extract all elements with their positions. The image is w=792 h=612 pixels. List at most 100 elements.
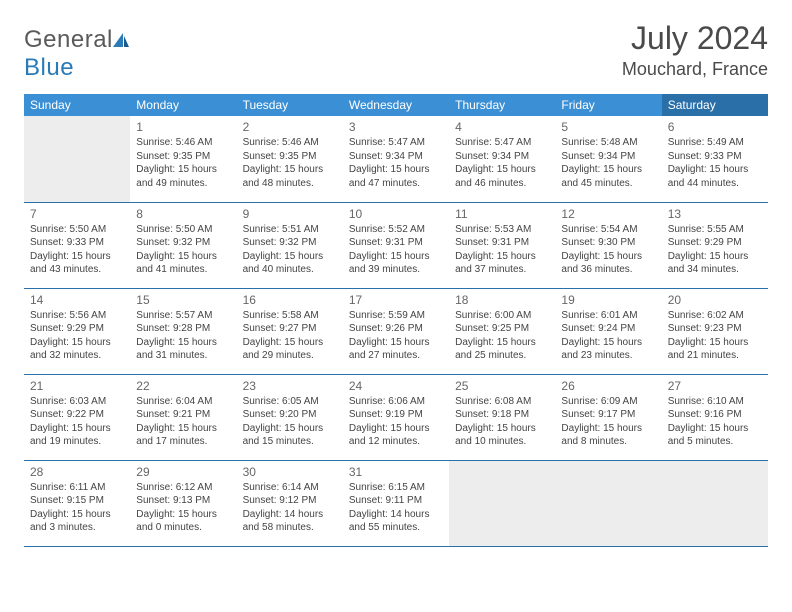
month-title: July 2024 (622, 20, 768, 57)
day-number: 30 (243, 464, 337, 480)
day-number: 11 (455, 206, 549, 222)
calendar-day: 9Sunrise: 5:51 AMSunset: 9:32 PMDaylight… (237, 202, 343, 288)
day-number: 9 (243, 206, 337, 222)
day-header: Monday (130, 94, 236, 116)
sunrise-line: Sunrise: 5:46 AM (243, 136, 337, 150)
sunrise-line: Sunrise: 5:57 AM (136, 309, 230, 323)
sunrise-line: Sunrise: 6:06 AM (349, 395, 443, 409)
calendar-day: 1Sunrise: 5:46 AMSunset: 9:35 PMDaylight… (130, 116, 236, 202)
sunrise-line: Sunrise: 6:11 AM (30, 481, 124, 495)
calendar-day: 29Sunrise: 6:12 AMSunset: 9:13 PMDayligh… (130, 460, 236, 546)
sunrise-line: Sunrise: 5:48 AM (561, 136, 655, 150)
calendar-day: 3Sunrise: 5:47 AMSunset: 9:34 PMDaylight… (343, 116, 449, 202)
daylight-line: Daylight: 15 hours and 15 minutes. (243, 422, 337, 449)
calendar-week: 14Sunrise: 5:56 AMSunset: 9:29 PMDayligh… (24, 288, 768, 374)
sunrise-line: Sunrise: 5:50 AM (136, 223, 230, 237)
daylight-line: Daylight: 15 hours and 49 minutes. (136, 163, 230, 190)
sunrise-line: Sunrise: 6:05 AM (243, 395, 337, 409)
sunset-line: Sunset: 9:33 PM (30, 236, 124, 250)
day-number: 28 (30, 464, 124, 480)
daylight-line: Daylight: 15 hours and 10 minutes. (455, 422, 549, 449)
calendar-empty (662, 460, 768, 546)
day-number: 27 (668, 378, 762, 394)
daylight-line: Daylight: 15 hours and 37 minutes. (455, 250, 549, 277)
calendar-day: 22Sunrise: 6:04 AMSunset: 9:21 PMDayligh… (130, 374, 236, 460)
sunset-line: Sunset: 9:29 PM (30, 322, 124, 336)
sunset-line: Sunset: 9:24 PM (561, 322, 655, 336)
daylight-line: Daylight: 15 hours and 39 minutes. (349, 250, 443, 277)
sunset-line: Sunset: 9:35 PM (243, 150, 337, 164)
sunset-line: Sunset: 9:21 PM (136, 408, 230, 422)
calendar-head: SundayMondayTuesdayWednesdayThursdayFrid… (24, 94, 768, 116)
day-number: 15 (136, 292, 230, 308)
brand-part1: General (24, 26, 113, 53)
daylight-line: Daylight: 15 hours and 0 minutes. (136, 508, 230, 535)
day-number: 23 (243, 378, 337, 394)
sunset-line: Sunset: 9:12 PM (243, 494, 337, 508)
day-number: 21 (30, 378, 124, 394)
calendar-day: 30Sunrise: 6:14 AMSunset: 9:12 PMDayligh… (237, 460, 343, 546)
calendar-day: 5Sunrise: 5:48 AMSunset: 9:34 PMDaylight… (555, 116, 661, 202)
sail-icon (113, 33, 129, 47)
sunrise-line: Sunrise: 5:54 AM (561, 223, 655, 237)
sunset-line: Sunset: 9:17 PM (561, 408, 655, 422)
daylight-line: Daylight: 15 hours and 5 minutes. (668, 422, 762, 449)
calendar-day: 19Sunrise: 6:01 AMSunset: 9:24 PMDayligh… (555, 288, 661, 374)
sunset-line: Sunset: 9:11 PM (349, 494, 443, 508)
daylight-line: Daylight: 15 hours and 31 minutes. (136, 336, 230, 363)
sunset-line: Sunset: 9:20 PM (243, 408, 337, 422)
sunrise-line: Sunrise: 6:01 AM (561, 309, 655, 323)
day-number: 18 (455, 292, 549, 308)
daylight-line: Daylight: 15 hours and 46 minutes. (455, 163, 549, 190)
sunrise-line: Sunrise: 6:14 AM (243, 481, 337, 495)
day-number: 7 (30, 206, 124, 222)
calendar-day: 24Sunrise: 6:06 AMSunset: 9:19 PMDayligh… (343, 374, 449, 460)
day-number: 31 (349, 464, 443, 480)
daylight-line: Daylight: 15 hours and 43 minutes. (30, 250, 124, 277)
brand-part2: Blue (24, 54, 74, 81)
sunset-line: Sunset: 9:16 PM (668, 408, 762, 422)
calendar-table: SundayMondayTuesdayWednesdayThursdayFrid… (24, 94, 768, 547)
daylight-line: Daylight: 15 hours and 47 minutes. (349, 163, 443, 190)
day-number: 6 (668, 119, 762, 135)
daylight-line: Daylight: 15 hours and 48 minutes. (243, 163, 337, 190)
daylight-line: Daylight: 15 hours and 3 minutes. (30, 508, 124, 535)
daylight-line: Daylight: 15 hours and 19 minutes. (30, 422, 124, 449)
calendar-body: 1Sunrise: 5:46 AMSunset: 9:35 PMDaylight… (24, 116, 768, 546)
day-header: Tuesday (237, 94, 343, 116)
calendar-week: 28Sunrise: 6:11 AMSunset: 9:15 PMDayligh… (24, 460, 768, 546)
day-number: 25 (455, 378, 549, 394)
day-header: Saturday (662, 94, 768, 116)
page-header: GeneralBlue July 2024 Mouchard, France (24, 20, 768, 82)
calendar-day: 16Sunrise: 5:58 AMSunset: 9:27 PMDayligh… (237, 288, 343, 374)
day-number: 20 (668, 292, 762, 308)
day-number: 1 (136, 119, 230, 135)
sunrise-line: Sunrise: 6:15 AM (349, 481, 443, 495)
sunrise-line: Sunrise: 6:02 AM (668, 309, 762, 323)
day-number: 26 (561, 378, 655, 394)
daylight-line: Daylight: 15 hours and 32 minutes. (30, 336, 124, 363)
calendar-day: 26Sunrise: 6:09 AMSunset: 9:17 PMDayligh… (555, 374, 661, 460)
daylight-line: Daylight: 15 hours and 17 minutes. (136, 422, 230, 449)
daylight-line: Daylight: 15 hours and 8 minutes. (561, 422, 655, 449)
calendar-day: 13Sunrise: 5:55 AMSunset: 9:29 PMDayligh… (662, 202, 768, 288)
calendar-day: 20Sunrise: 6:02 AMSunset: 9:23 PMDayligh… (662, 288, 768, 374)
calendar-day: 11Sunrise: 5:53 AMSunset: 9:31 PMDayligh… (449, 202, 555, 288)
sunset-line: Sunset: 9:35 PM (136, 150, 230, 164)
calendar-day: 15Sunrise: 5:57 AMSunset: 9:28 PMDayligh… (130, 288, 236, 374)
calendar-day: 7Sunrise: 5:50 AMSunset: 9:33 PMDaylight… (24, 202, 130, 288)
calendar-day: 8Sunrise: 5:50 AMSunset: 9:32 PMDaylight… (130, 202, 236, 288)
calendar-day: 31Sunrise: 6:15 AMSunset: 9:11 PMDayligh… (343, 460, 449, 546)
daylight-line: Daylight: 15 hours and 44 minutes. (668, 163, 762, 190)
sunrise-line: Sunrise: 5:58 AM (243, 309, 337, 323)
day-number: 22 (136, 378, 230, 394)
sunrise-line: Sunrise: 6:00 AM (455, 309, 549, 323)
sunset-line: Sunset: 9:22 PM (30, 408, 124, 422)
calendar-week: 7Sunrise: 5:50 AMSunset: 9:33 PMDaylight… (24, 202, 768, 288)
sunrise-line: Sunrise: 6:04 AM (136, 395, 230, 409)
day-header: Wednesday (343, 94, 449, 116)
sunset-line: Sunset: 9:13 PM (136, 494, 230, 508)
daylight-line: Daylight: 15 hours and 29 minutes. (243, 336, 337, 363)
daylight-line: Daylight: 15 hours and 25 minutes. (455, 336, 549, 363)
day-number: 19 (561, 292, 655, 308)
